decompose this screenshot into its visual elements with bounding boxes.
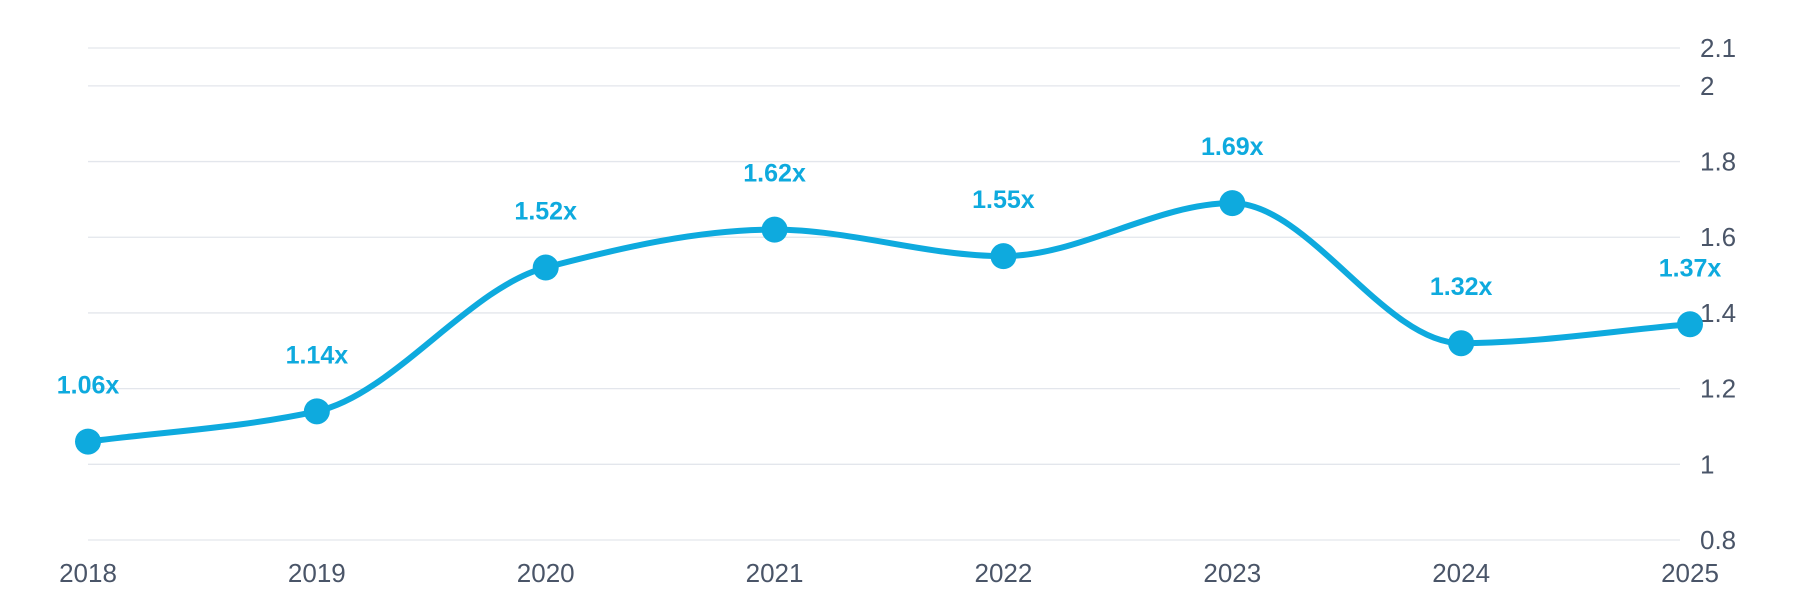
x-tick-label: 2024: [1432, 558, 1490, 588]
y-tick-label: 1.6: [1700, 222, 1736, 252]
data-points: [75, 190, 1703, 455]
x-tick-label: 2019: [288, 558, 346, 588]
data-label: 1.62x: [743, 160, 806, 188]
data-point: [761, 216, 788, 243]
data-label: 1.37x: [1659, 254, 1722, 282]
data-point: [303, 398, 330, 425]
data-label: 1.52x: [514, 198, 577, 226]
x-tick-label: 2020: [517, 558, 575, 588]
data-label: 1.14x: [286, 341, 349, 369]
data-point: [990, 243, 1017, 270]
data-label: 1.32x: [1430, 273, 1493, 301]
series-line: [85, 200, 1693, 445]
gridlines: [88, 47, 1680, 541]
x-tick-label: 2022: [975, 558, 1033, 588]
y-axis-ticks: 0.8 1 1.2 1.4 1.6 1.8 2 2.1: [1700, 33, 1736, 555]
y-tick-label: 1: [1700, 449, 1714, 479]
y-tick-label: 1.2: [1700, 374, 1736, 404]
y-tick-label: 0.8: [1700, 525, 1736, 555]
data-point: [1677, 311, 1703, 338]
x-tick-label: 2021: [746, 558, 804, 588]
x-tick-label: 2018: [59, 558, 117, 588]
data-labels: 1.06x 1.14x 1.52x 1.62x 1.55x 1.69x 1.32x 1.37x: [57, 133, 1722, 399]
data-point: [532, 254, 559, 281]
data-point: [1219, 190, 1246, 217]
x-tick-label: 2023: [1203, 558, 1261, 588]
x-axis-ticks: 2018 2019 2020 2021 2022 2023 2024 2025: [59, 558, 1719, 588]
y-tick-label: 1.4: [1700, 298, 1736, 328]
data-label: 1.55x: [972, 186, 1035, 214]
data-label: 1.06x: [57, 372, 120, 400]
y-tick-label: 1.8: [1700, 147, 1736, 177]
y-tick-label: 2: [1700, 71, 1714, 101]
y-tick-label: 2.1: [1700, 33, 1736, 63]
data-point: [1448, 330, 1475, 357]
data-point: [75, 428, 101, 455]
x-tick-label: 2025: [1661, 558, 1719, 588]
data-label: 1.69x: [1201, 133, 1264, 161]
